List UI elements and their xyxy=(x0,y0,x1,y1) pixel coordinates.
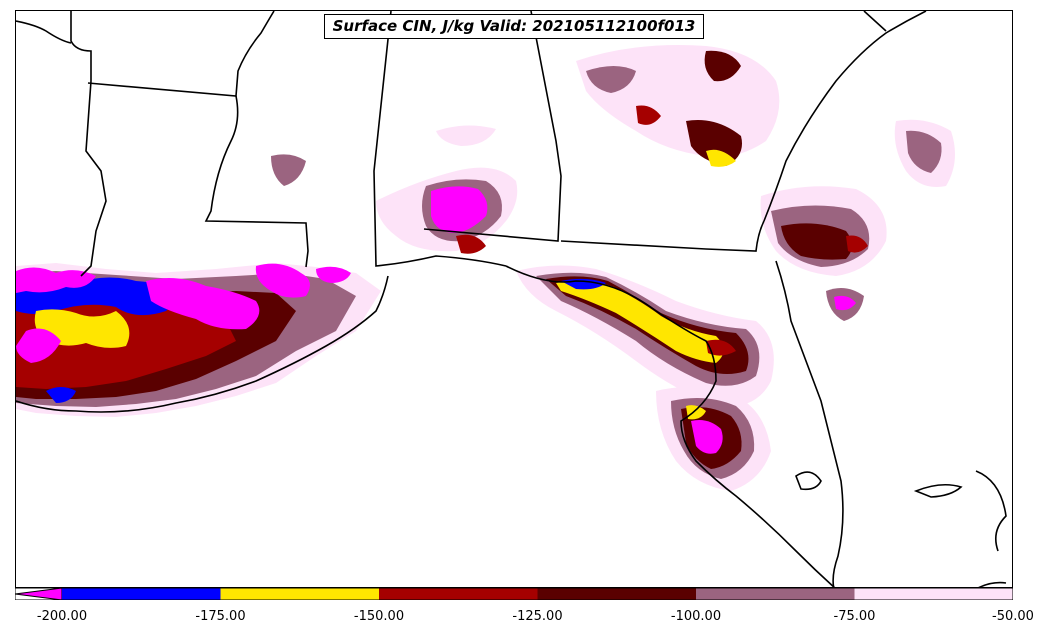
colorbar-tick-label: -50.00 xyxy=(992,609,1034,624)
colorbar-tick-label: -125.00 xyxy=(512,609,563,624)
colorbar-tick-label: -175.00 xyxy=(195,609,246,624)
field-alabama xyxy=(271,125,518,254)
field-louisiana xyxy=(16,263,381,417)
cin-map xyxy=(16,11,1007,587)
colorbar-bin-0 xyxy=(62,588,221,600)
colorbar-tick-label: -150.00 xyxy=(353,609,405,624)
map-panel xyxy=(15,10,1013,588)
field-georgia xyxy=(576,45,780,167)
colorbar-bin-2 xyxy=(379,588,538,600)
map-title: Surface CIN, J/kg Valid: 202105112100f01… xyxy=(324,14,704,39)
colorbar-bin-4 xyxy=(696,588,855,600)
field-peninsula xyxy=(656,387,771,491)
field-panhandle xyxy=(516,265,774,407)
colorbar-tick-label: -100.00 xyxy=(670,609,722,624)
colorbar-tick-label: -200.00 xyxy=(36,609,88,624)
colorbar xyxy=(15,588,1013,600)
colorbar-bin-3 xyxy=(537,588,696,600)
colorbar-under-arrow xyxy=(15,588,63,600)
boundaries xyxy=(16,11,1007,587)
field-atlantic xyxy=(760,119,955,321)
colorbar-bin-1 xyxy=(220,588,379,600)
colorbar-tick-label: -75.00 xyxy=(833,609,876,624)
colorbar-bin-5 xyxy=(854,588,1013,600)
